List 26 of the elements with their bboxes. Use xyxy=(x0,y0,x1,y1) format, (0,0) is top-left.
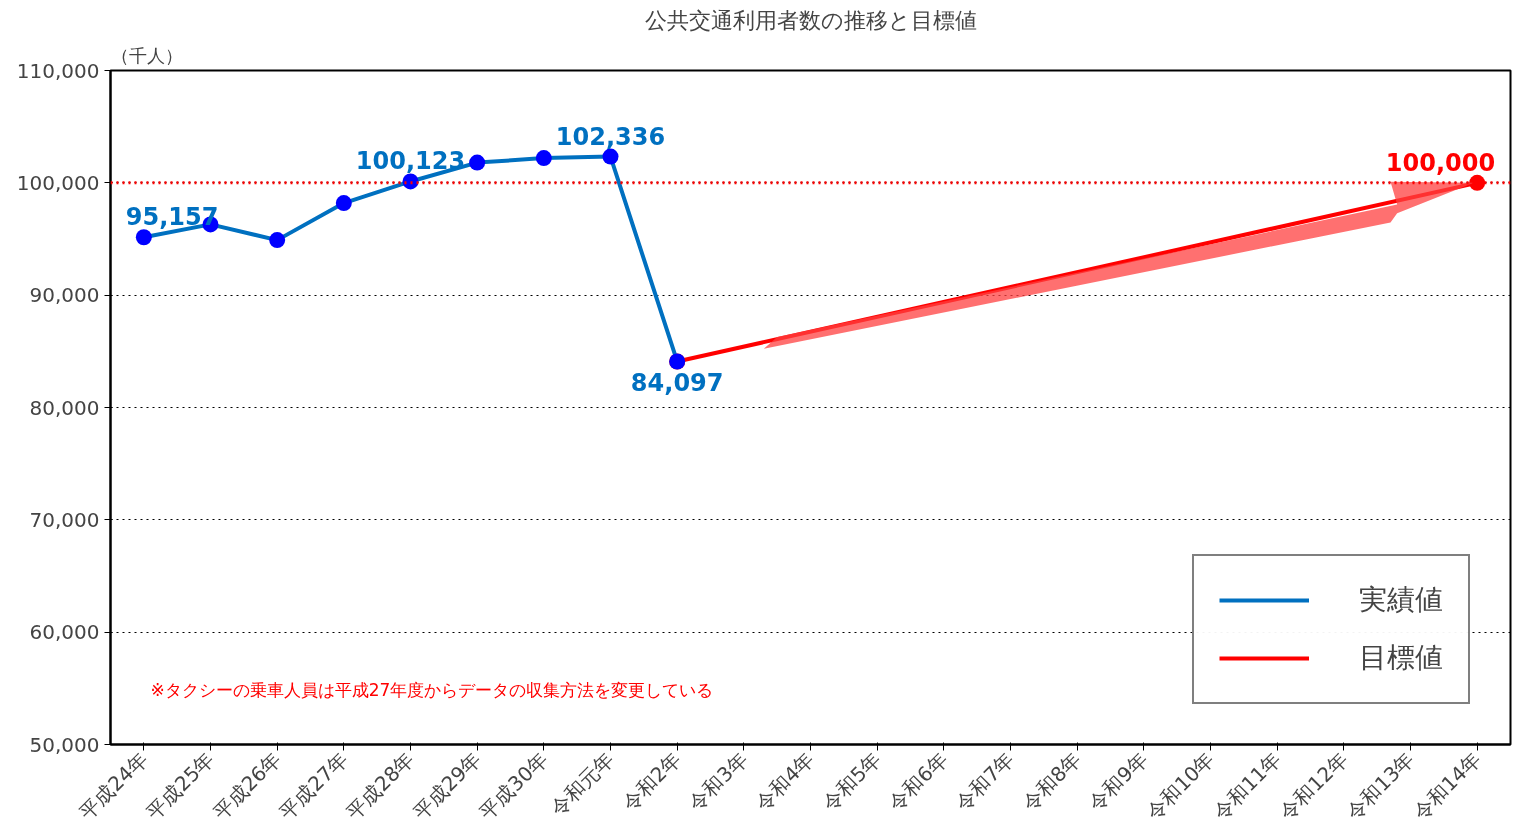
x-tick-label: 令和4年 xyxy=(750,747,819,816)
annotation: ※タクシーの乗車人員は平成27年度からデータの収集方法を変更している xyxy=(150,679,714,700)
y-tick-label: 100,000 xyxy=(16,170,100,195)
y-tick-label: 90,000 xyxy=(29,283,100,308)
legend-label: 実績値 xyxy=(1359,582,1443,618)
point xyxy=(1469,174,1486,191)
data-label: 95,157 xyxy=(125,203,219,232)
legend-label: 目標値 xyxy=(1359,640,1443,676)
y-tick-label: 50,000 xyxy=(29,732,100,757)
y-tick-label: 110,000 xyxy=(16,58,100,83)
data-label: 100,000 xyxy=(1385,148,1496,177)
x-tick-label: 令和7年 xyxy=(950,747,1019,816)
y-tick-label: 80,000 xyxy=(29,395,100,420)
y-axis-title: （千人） xyxy=(110,44,183,66)
x-tick-label: 令和6年 xyxy=(883,747,953,816)
y-tick-label: 70,000 xyxy=(29,507,100,532)
data-label: 100,123 xyxy=(355,147,466,176)
x-tick-label: 令和元年 xyxy=(545,747,619,821)
x-tick-label: 令和5年 xyxy=(817,747,886,816)
data-label: 102,336 xyxy=(555,122,666,151)
y-tick-label: 60,000 xyxy=(29,620,100,645)
chart-title: 公共交通利用者数の推移と目標値 xyxy=(644,7,977,33)
x-tick-label: 令和8年 xyxy=(1017,747,1086,816)
x-tick-label: 令和2年 xyxy=(617,747,686,816)
data-label: 84,097 xyxy=(630,369,724,398)
x-tick-label: 令和3年 xyxy=(683,747,753,816)
